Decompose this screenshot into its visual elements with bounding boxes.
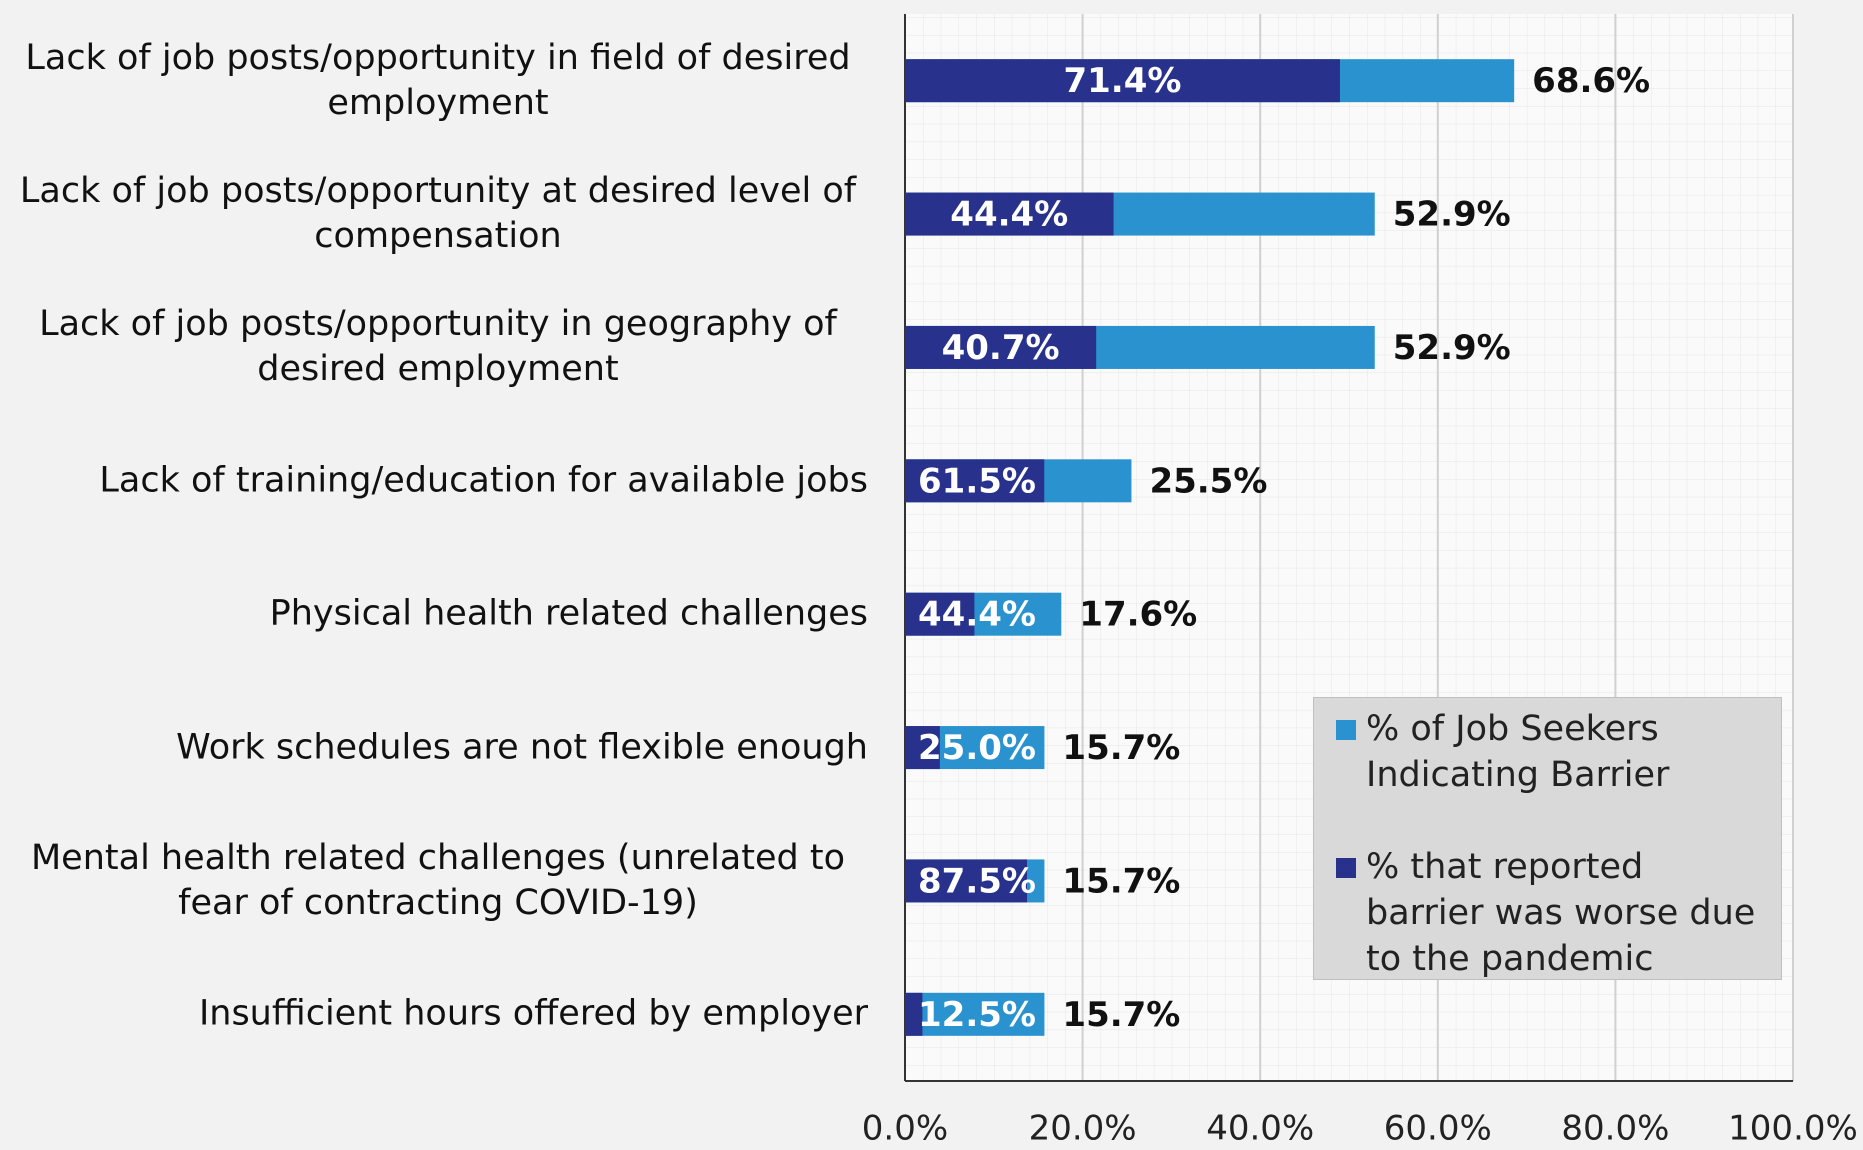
category-label: Insufficient hours offered by employer <box>198 993 868 1034</box>
legend-swatch <box>1336 720 1356 740</box>
x-tick-label: 100.0% <box>1728 1109 1858 1149</box>
value-label-inner: 12.5% <box>918 995 1036 1035</box>
bar-worse <box>905 726 940 770</box>
bar-total <box>905 992 1045 1036</box>
bar-worse <box>905 592 975 636</box>
bar-worse <box>905 859 1027 903</box>
bar-worse <box>905 459 1045 503</box>
category-label: Lack of job posts/opportunity in geograp… <box>39 304 837 390</box>
bar-worse <box>905 325 1097 369</box>
legend-label: % that reported barrier was worse due to… <box>1366 847 1756 979</box>
x-tick-label: 80.0% <box>1561 1109 1669 1149</box>
x-tick-label: 40.0% <box>1206 1109 1314 1149</box>
value-label-inner: 44.4% <box>918 595 1036 635</box>
bar-worse <box>905 59 1340 103</box>
legend-swatch <box>1336 858 1356 878</box>
value-label-inner: 87.5% <box>918 861 1036 901</box>
value-label-inner: 44.4% <box>950 195 1068 235</box>
value-label-inner: 61.5% <box>918 461 1036 501</box>
value-label: 52.9% <box>1393 328 1511 368</box>
value-label-inner: 71.4% <box>1063 61 1181 101</box>
legend-label: % of Job Seekers Indicating Barrier <box>1366 709 1670 795</box>
bar-worse <box>905 992 923 1036</box>
category-label: Mental health related challenges (unrela… <box>30 837 845 923</box>
value-label: 15.7% <box>1062 995 1180 1035</box>
value-label-inner: 40.7% <box>942 328 1060 368</box>
x-tick-label: 60.0% <box>1384 1109 1492 1149</box>
category-label: Lack of job posts/opportunity in field o… <box>25 37 851 123</box>
legend-item: % that reported barrier was worse due to… <box>1336 844 1771 982</box>
value-label-inner: 25.0% <box>918 728 1036 768</box>
category-label: Lack of job posts/opportunity at desired… <box>19 171 857 257</box>
value-label: 52.9% <box>1393 195 1511 235</box>
x-tick-label: 20.0% <box>1029 1109 1137 1149</box>
value-label: 25.5% <box>1149 461 1267 501</box>
bar-worse <box>905 192 1114 236</box>
value-label: 17.6% <box>1079 595 1197 635</box>
legend: % of Job Seekers Indicating Barrier % tha… <box>1313 697 1782 980</box>
value-label: 15.7% <box>1062 728 1180 768</box>
value-label: 68.6% <box>1532 61 1650 101</box>
value-label: 15.7% <box>1062 861 1180 901</box>
category-label: Work schedules are not flexible enough <box>176 727 868 768</box>
x-tick-label: 0.0% <box>862 1109 948 1149</box>
category-label: Lack of training/education for available… <box>99 460 868 501</box>
legend-item: % of Job Seekers Indicating Barrier <box>1336 706 1771 798</box>
category-label: Physical health related challenges <box>269 593 868 634</box>
